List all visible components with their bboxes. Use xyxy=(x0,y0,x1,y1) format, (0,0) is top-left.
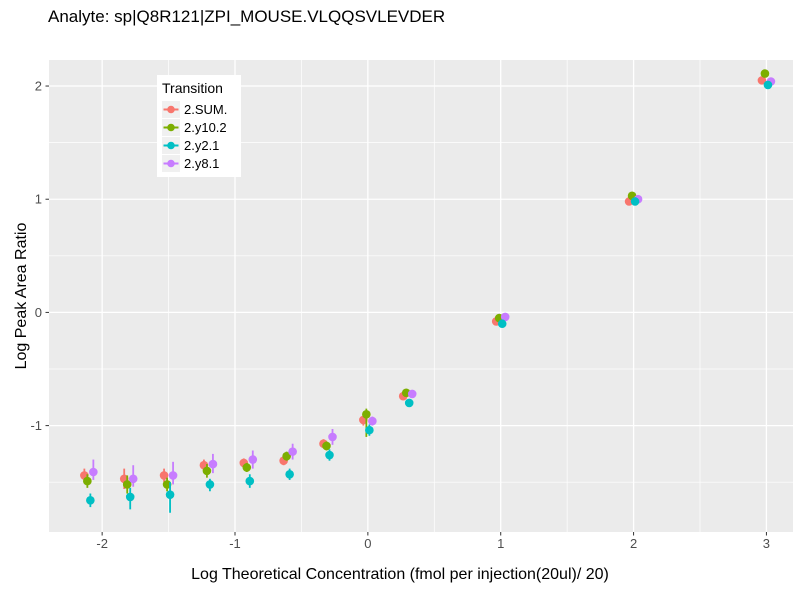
data-point xyxy=(497,319,507,329)
y-tick-label: 2 xyxy=(35,79,42,94)
data-point xyxy=(285,469,294,479)
legend-key-glyph xyxy=(162,118,180,136)
data-point xyxy=(630,197,640,206)
y-tick-label: 0 xyxy=(35,305,42,320)
data-point xyxy=(242,463,252,472)
data-point xyxy=(288,447,297,456)
data-point xyxy=(368,416,377,426)
data-point xyxy=(763,80,773,90)
x-tick-label: 2 xyxy=(630,536,637,551)
data-point xyxy=(328,432,337,442)
x-axis-title: Log Theoretical Concentration (fmol per … xyxy=(191,566,609,583)
data-point xyxy=(168,471,178,480)
legend-item: 2.SUM. xyxy=(162,100,241,118)
data-point xyxy=(89,467,98,477)
legend-item: 2.y2.1 xyxy=(162,136,241,154)
x-tick-label: 3 xyxy=(763,536,770,551)
legend-item: 2.y10.2 xyxy=(162,118,241,136)
data-point xyxy=(159,471,169,480)
data-point xyxy=(760,69,770,78)
data-point xyxy=(757,76,767,85)
data-point xyxy=(365,425,374,435)
data-point xyxy=(205,480,215,489)
legend-item-label: 2.SUM. xyxy=(184,101,228,117)
data-point xyxy=(86,496,95,505)
data-point xyxy=(248,455,258,464)
y-tick-label: 1 xyxy=(35,192,42,207)
data-point xyxy=(500,312,510,322)
data-point xyxy=(322,441,331,451)
legend-item-label: 2.y8.1 xyxy=(184,155,220,171)
x-tick-label: 1 xyxy=(497,536,504,551)
legend: Transition 2.SUM. 2.y10.2 2.y2.1 2.y8.1 xyxy=(157,75,241,177)
data-point xyxy=(407,389,417,399)
x-tick-label: -2 xyxy=(96,536,108,551)
x-tick-label: -1 xyxy=(229,536,241,551)
legend-key-glyph xyxy=(162,100,180,118)
legend-key-glyph xyxy=(162,136,180,154)
data-point xyxy=(404,398,414,408)
data-point xyxy=(208,459,218,469)
legend-items: 2.SUM. 2.y10.2 2.y2.1 2.y8.1 xyxy=(162,100,241,172)
data-point xyxy=(83,476,92,486)
data-point xyxy=(245,476,255,486)
legend-item-label: 2.y10.2 xyxy=(184,119,227,135)
data-point xyxy=(202,466,212,476)
data-point xyxy=(128,474,138,484)
legend-title: Transition xyxy=(162,80,223,96)
x-tick-label: 0 xyxy=(364,536,371,551)
data-point xyxy=(362,409,371,419)
y-axis-title: Log Peak Area Ratio xyxy=(13,222,30,370)
data-point xyxy=(165,490,175,499)
y-tick-label: -1 xyxy=(30,418,42,433)
data-point xyxy=(122,480,132,489)
legend-key-glyph xyxy=(162,154,180,172)
legend-item: 2.y8.1 xyxy=(162,154,241,172)
chart-title: Analyte: sp|Q8R121|ZPI_MOUSE.VLQQSVLEVDE… xyxy=(48,7,446,26)
legend-item-label: 2.y2.1 xyxy=(184,137,220,153)
data-point xyxy=(125,492,135,502)
data-point xyxy=(325,450,334,460)
data-point xyxy=(282,451,291,461)
